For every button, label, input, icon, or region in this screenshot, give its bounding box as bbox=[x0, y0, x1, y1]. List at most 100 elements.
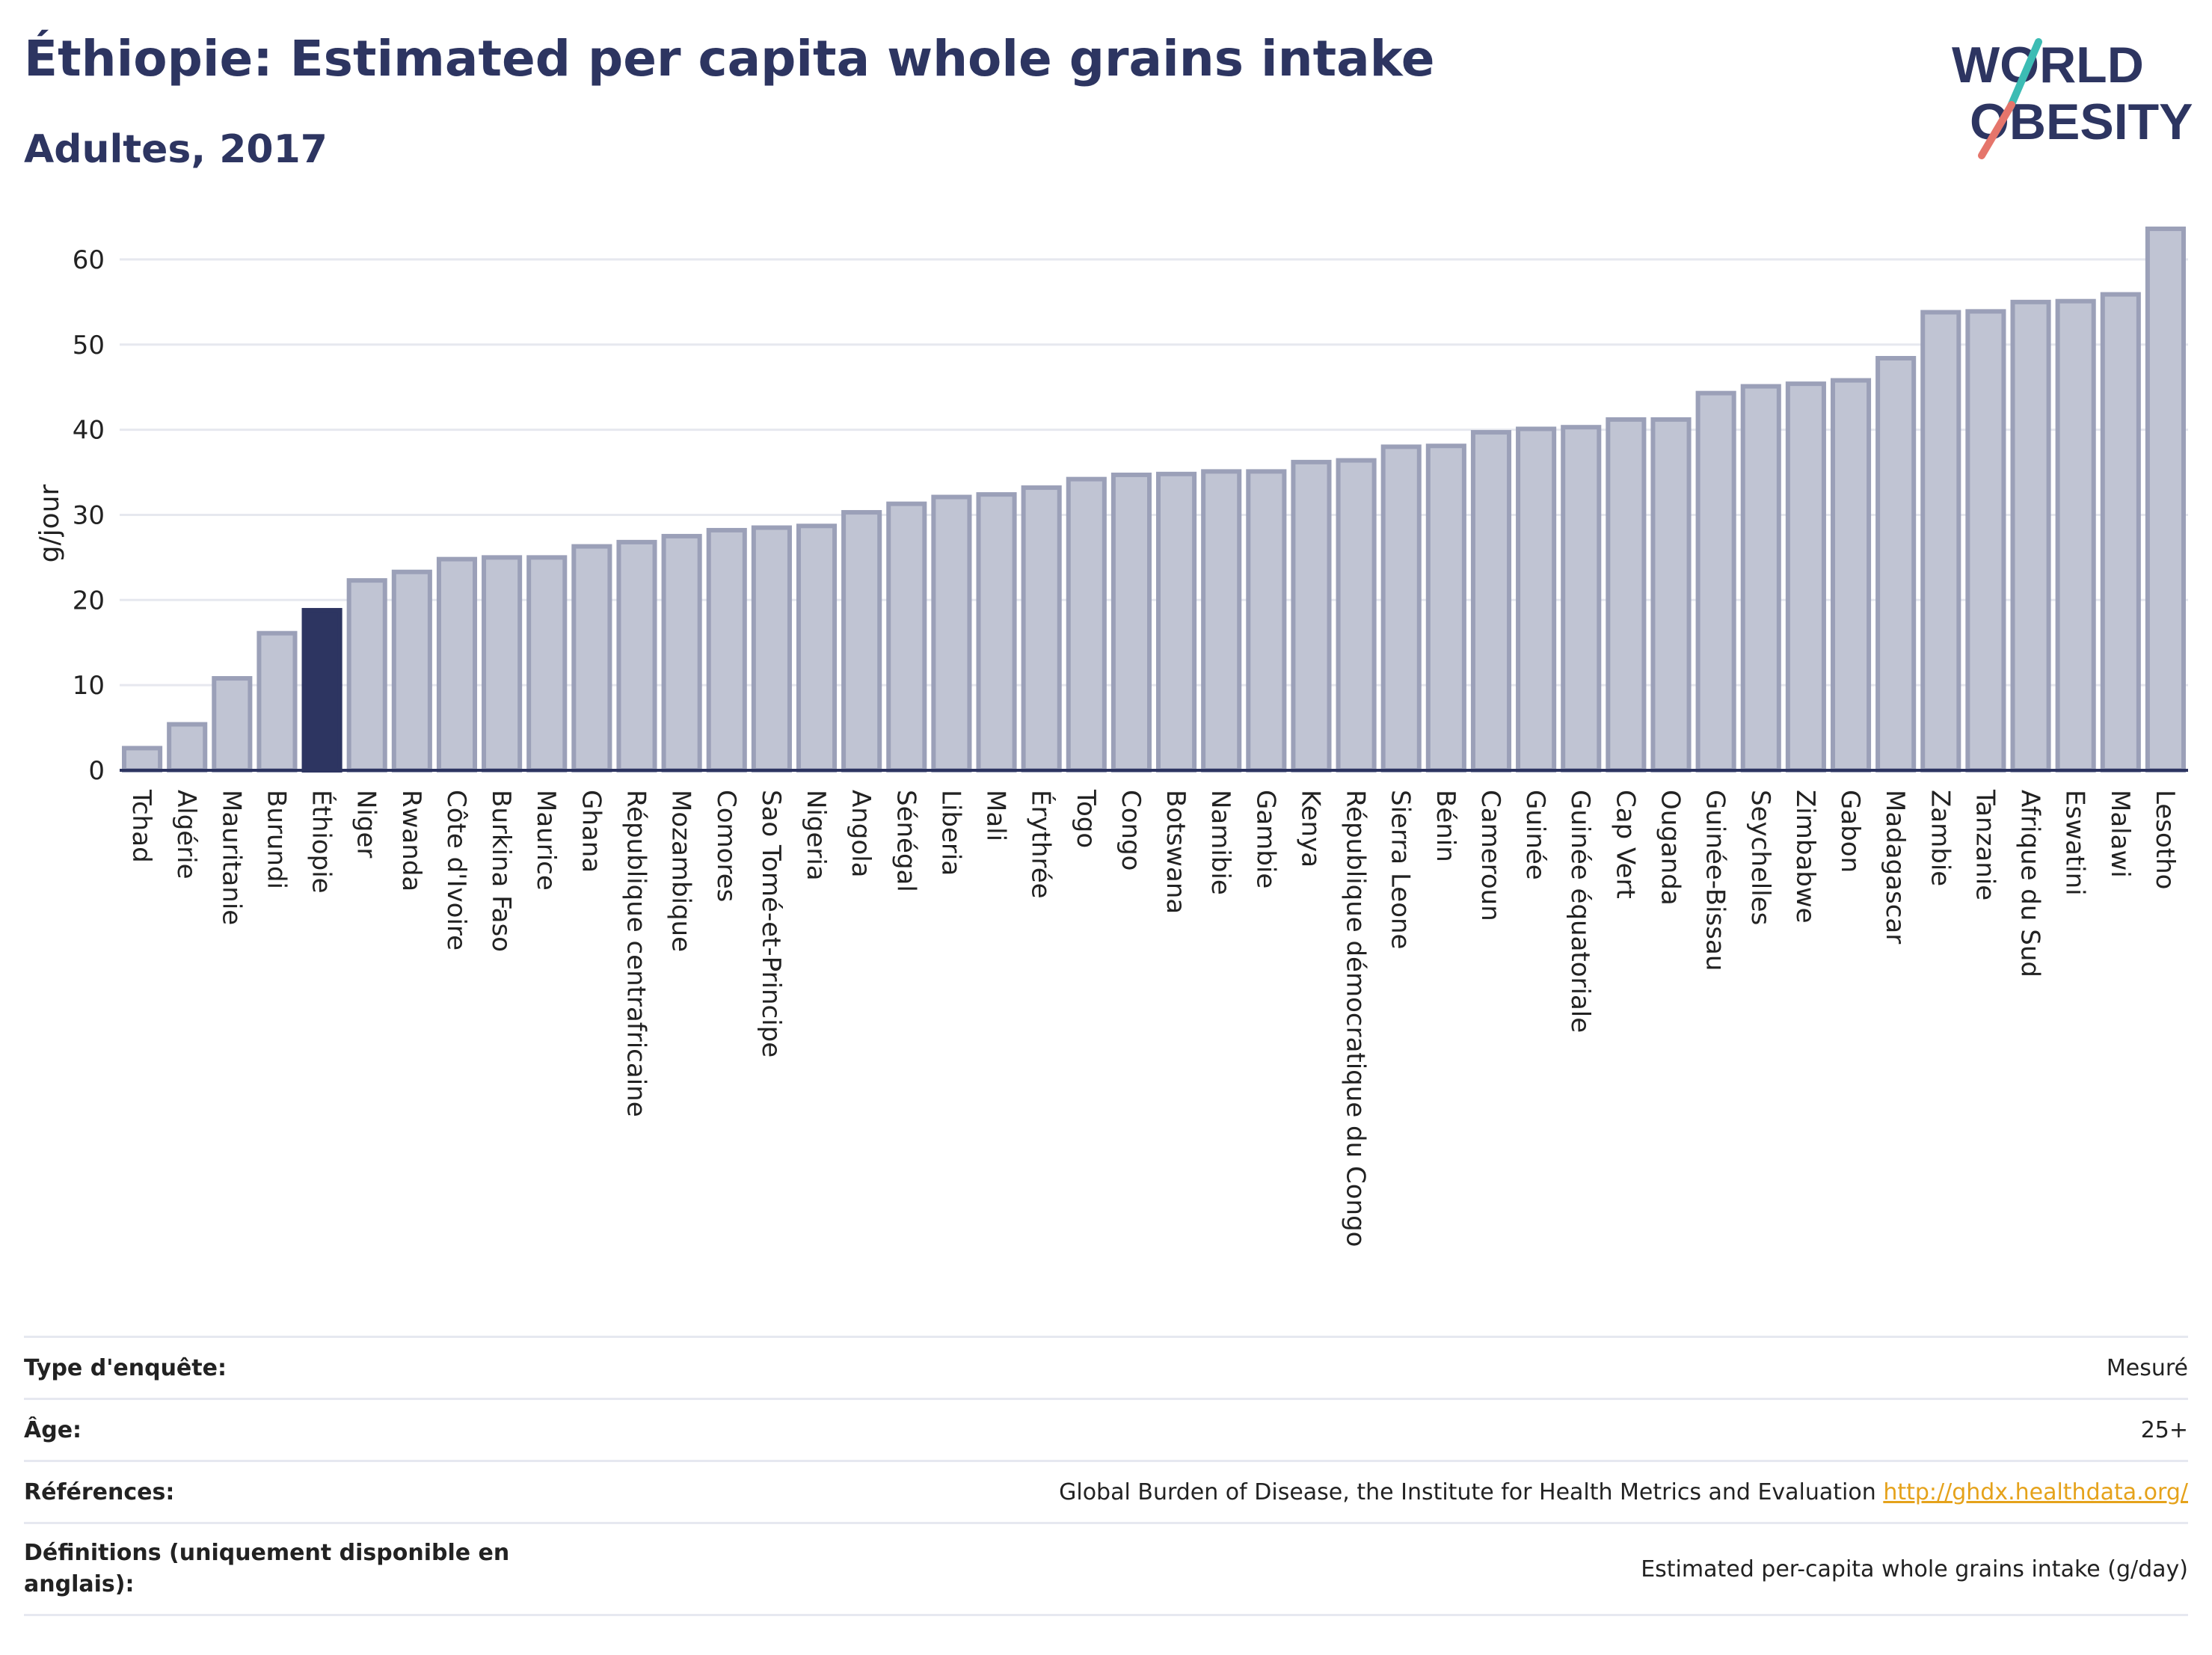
bar bbox=[931, 494, 972, 773]
bar-highlighted bbox=[301, 607, 342, 773]
bar bbox=[2055, 298, 2096, 773]
x-category-label: Cameroun bbox=[1475, 790, 1505, 921]
x-category-label: Ouganda bbox=[1656, 790, 1686, 906]
bar bbox=[1650, 417, 1692, 773]
bar bbox=[167, 722, 208, 773]
x-category-label: Mali bbox=[981, 790, 1011, 841]
info-table: Type d'enquête: Mesuré Âge: 25+ Référenc… bbox=[24, 1336, 2188, 1616]
y-tick-label: 60 bbox=[73, 245, 105, 275]
bar bbox=[1695, 390, 1736, 773]
x-category-label: Guinée-Bissau bbox=[1701, 790, 1730, 971]
bar bbox=[526, 555, 568, 773]
info-row-definitions: Définitions (uniquement disponible en an… bbox=[24, 1522, 2188, 1616]
bar bbox=[1201, 469, 1242, 773]
bar bbox=[436, 556, 478, 773]
x-category-label: Namibie bbox=[1205, 790, 1235, 895]
bar bbox=[1066, 476, 1107, 773]
x-category-label: Afrique du Sud bbox=[2015, 790, 2045, 977]
bar bbox=[2010, 299, 2051, 773]
bar bbox=[1785, 381, 1826, 773]
info-value: 25+ bbox=[2140, 1416, 2188, 1443]
logo-word-obesity: OBESITY bbox=[1970, 93, 2193, 150]
bar bbox=[1110, 472, 1152, 773]
bar bbox=[1516, 426, 1557, 773]
x-category-label: Sierra Leone bbox=[1386, 790, 1416, 949]
bar bbox=[796, 523, 838, 773]
x-category-label: Lesotho bbox=[2150, 790, 2180, 889]
x-category-label: Zambie bbox=[1925, 790, 1955, 886]
x-category-label: Congo bbox=[1116, 790, 1146, 871]
x-category-label: Burundi bbox=[261, 790, 291, 889]
bar bbox=[482, 555, 523, 773]
y-tick-label: 30 bbox=[73, 500, 105, 530]
bars bbox=[122, 226, 2186, 773]
bar bbox=[841, 510, 882, 773]
bar bbox=[1336, 458, 1377, 773]
x-category-label: Mauritanie bbox=[216, 790, 246, 925]
bar bbox=[616, 539, 657, 773]
x-category-label: Burkina Faso bbox=[486, 790, 516, 952]
bar bbox=[886, 501, 927, 773]
x-category-label: Algérie bbox=[171, 790, 201, 879]
x-category-label: Seychelles bbox=[1745, 790, 1775, 925]
info-value: Estimated per-capita whole grains intake… bbox=[1641, 1556, 2188, 1582]
bar bbox=[571, 544, 612, 773]
y-tick-label: 50 bbox=[73, 331, 105, 360]
x-category-label: Togo bbox=[1071, 789, 1101, 848]
x-category-label: Côte d'Ivoire bbox=[441, 790, 471, 951]
info-row-survey-type: Type d'enquête: Mesuré bbox=[24, 1336, 2188, 1398]
info-value: Mesuré bbox=[2106, 1354, 2188, 1381]
bar bbox=[976, 492, 1017, 773]
reference-link[interactable]: http://ghdx.healthdata.org/ bbox=[1883, 1479, 2188, 1505]
bar bbox=[2145, 226, 2186, 773]
bar bbox=[1380, 444, 1422, 773]
bar bbox=[706, 527, 747, 773]
bar bbox=[1561, 425, 1602, 773]
bar bbox=[1021, 485, 1062, 773]
x-category-label: Tanzanie bbox=[1970, 789, 2000, 900]
x-category-label: Sao Tomé-et-Principe bbox=[756, 790, 786, 1057]
x-category-label: Guinée bbox=[1520, 790, 1550, 880]
bar bbox=[1830, 378, 1872, 773]
bar bbox=[1606, 417, 1647, 773]
y-axis-ticks: 0 10 20 30 40 50 60 bbox=[73, 245, 105, 786]
x-category-label: Malawi bbox=[2105, 790, 2135, 878]
bar bbox=[346, 578, 387, 773]
x-axis-labels: Tchad Algérie Mauritanie Burundi Éthiopie Nig… bbox=[126, 789, 2180, 1247]
x-category-label: Maurice bbox=[531, 790, 561, 891]
y-tick-label: 20 bbox=[73, 586, 105, 615]
info-label: Définitions (uniquement disponible en an… bbox=[24, 1540, 510, 1597]
bar bbox=[2100, 292, 2141, 773]
bar bbox=[1470, 430, 1512, 773]
x-category-label: Guinée équatoriale bbox=[1565, 790, 1595, 1033]
info-label: Type d'enquête: bbox=[24, 1354, 227, 1381]
info-value: Global Burden of Disease, the Institute … bbox=[1059, 1479, 2188, 1505]
x-category-label: Liberia bbox=[936, 790, 965, 876]
info-label: Âge: bbox=[24, 1416, 82, 1443]
logo-slash-teal bbox=[2006, 38, 2042, 111]
x-category-label: Angola bbox=[846, 790, 876, 877]
bar bbox=[391, 569, 432, 773]
x-category-label: Gambie bbox=[1250, 790, 1280, 888]
x-category-label: Botswana bbox=[1161, 790, 1191, 914]
x-category-label: République centrafricaine bbox=[621, 790, 651, 1117]
x-category-label: Ghana bbox=[576, 790, 606, 873]
x-category-label: Eswatini bbox=[2060, 790, 2090, 896]
x-category-label: Tchad bbox=[126, 789, 156, 863]
bar bbox=[1156, 471, 1197, 773]
y-tick-label: 0 bbox=[88, 756, 105, 786]
bar-chart: 0 10 20 30 40 50 60 Tchad Algérie Mauritanie Buru… bbox=[34, 226, 2188, 1247]
x-category-label: République démocratique du Congo bbox=[1341, 790, 1371, 1247]
x-category-label: Cap Vert bbox=[1610, 790, 1640, 899]
x-category-label: Niger bbox=[351, 790, 381, 858]
y-axis-title: g/jour bbox=[34, 484, 65, 562]
x-category-label: Éthiopie bbox=[307, 790, 337, 894]
x-category-label: Sénégal bbox=[891, 790, 921, 892]
x-category-label: Gabon bbox=[1835, 790, 1865, 873]
bar bbox=[1740, 384, 1781, 773]
info-label: Références: bbox=[24, 1479, 175, 1505]
info-row-references: Références: Global Burden of Disease, th… bbox=[24, 1460, 2188, 1522]
bar bbox=[1246, 469, 1287, 773]
x-category-label: Nigeria bbox=[801, 790, 831, 881]
logo-word-world: WORLD bbox=[1952, 37, 2144, 93]
